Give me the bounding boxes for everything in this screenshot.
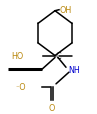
Text: ⁻O: ⁻O — [15, 83, 26, 91]
Text: O: O — [49, 103, 55, 112]
Text: NH: NH — [68, 65, 80, 74]
Text: OH: OH — [60, 6, 72, 15]
Text: C: C — [56, 52, 62, 61]
Text: HO: HO — [12, 52, 24, 61]
